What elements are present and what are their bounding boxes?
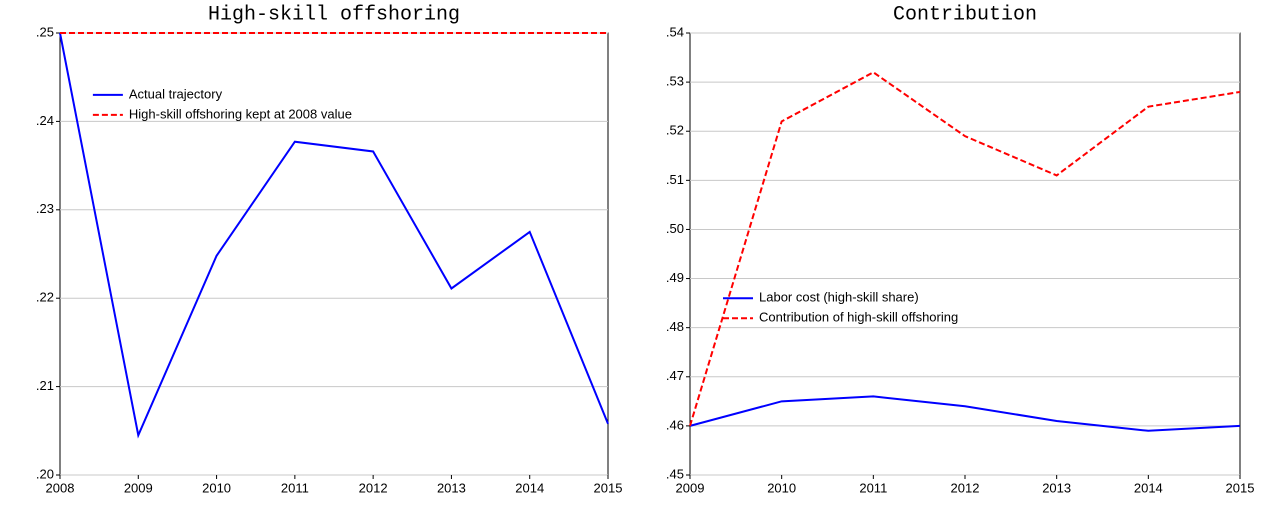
x-tick-label: 2011 [859,480,887,495]
x-tick-label: 2015 [594,480,623,495]
x-tick-label: 2011 [281,480,309,495]
legend-label: Labor cost (high-skill share) [759,290,919,305]
y-tick-label: .52 [666,123,684,138]
x-tick-label: 2012 [951,480,980,495]
y-tick-label: .21 [36,378,54,393]
y-tick-label: .50 [666,221,684,236]
plot-area [59,32,609,476]
y-tick-label: .23 [36,201,54,216]
y-tick-label: .25 [36,24,54,39]
x-tick-label: 2015 [1226,480,1255,495]
y-tick-label: .51 [666,172,684,187]
plot-area [689,32,1241,476]
x-tick-label: 2014 [1134,480,1163,495]
y-tick-label: .49 [666,270,684,285]
chart-title: Contribution [893,3,1037,26]
data-line [59,32,609,439]
y-tick-label: .22 [36,290,54,305]
x-tick-label: 2013 [437,480,466,495]
x-tick-label: 2013 [1042,480,1071,495]
x-tick-label: 2009 [676,480,705,495]
x-tick-label: 2012 [359,480,388,495]
x-tick-label: 2010 [767,480,796,495]
y-tick-label: .20 [36,466,54,481]
y-tick-label: .53 [666,74,684,89]
x-tick-label: 2008 [46,480,75,495]
y-tick-label: .45 [666,466,684,481]
y-tick-label: .48 [666,319,684,334]
legend-label: Contribution of high-skill offshoring [759,310,958,325]
y-tick-label: .47 [666,368,684,383]
x-tick-label: 2010 [202,480,231,495]
x-tick-label: 2014 [515,480,544,495]
chart-title: High-skill offshoring [208,3,460,26]
y-tick-label: .54 [666,24,684,39]
data-line [689,71,1241,427]
y-tick-label: .24 [36,113,54,128]
legend-label: High-skill offshoring kept at 2008 value [129,106,352,121]
y-tick-label: .46 [666,417,684,432]
x-tick-label: 2009 [124,480,153,495]
data-line [689,395,1241,432]
legend-label: Actual trajectory [129,86,223,101]
